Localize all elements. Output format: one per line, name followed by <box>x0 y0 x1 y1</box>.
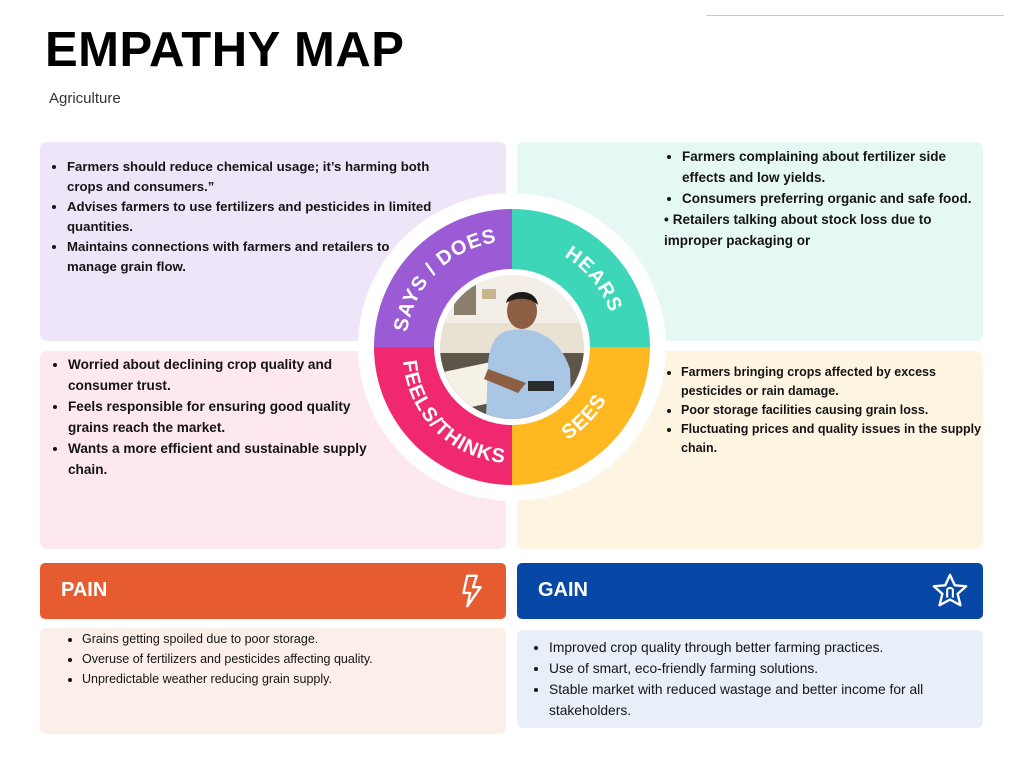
sees-list: Farmers bringing crops affected by exces… <box>655 363 991 458</box>
page-title: EMPATHY MAP <box>45 23 405 77</box>
pain-item: Unpredictable weather reducing grain sup… <box>82 669 502 689</box>
pain-box <box>40 628 506 734</box>
pain-item: Grains getting spoiled due to poor stora… <box>82 629 502 649</box>
hears-item: • Retailers talking about stock loss due … <box>664 212 932 248</box>
page-subtitle: Agriculture <box>49 90 121 107</box>
hears-list: Farmers complaining about fertilizer sid… <box>656 146 992 251</box>
says-does-list: Farmers should reduce chemical usage; it… <box>41 157 432 277</box>
person-photo <box>440 275 584 419</box>
feels-thinks-list: Worried about declining crop quality and… <box>42 354 390 480</box>
pain-header: PAIN <box>40 563 506 619</box>
says-item: Maintains connections with farmers and r… <box>67 237 432 277</box>
hears-item: Farmers complaining about fertilizer sid… <box>682 146 992 188</box>
says-item: Farmers should reduce chemical usage; it… <box>67 157 432 197</box>
top-divider <box>706 15 1004 16</box>
lightning-bolt-icon <box>462 574 482 608</box>
pain-item: Overuse of fertilizers and pesticides af… <box>82 649 502 669</box>
gain-item: Improved crop quality through better far… <box>549 637 989 658</box>
gain-header: GAIN <box>517 563 983 619</box>
feels-item: Feels responsible for ensuring good qual… <box>68 396 390 438</box>
sees-item: Fluctuating prices and quality issues in… <box>681 420 991 458</box>
says-item: Advises farmers to use fertilizers and p… <box>67 197 432 237</box>
gain-item: Use of smart, eco-friendly farming solut… <box>549 658 989 679</box>
hears-item: Consumers preferring organic and safe fo… <box>682 188 992 209</box>
feels-item: Worried about declining crop quality and… <box>68 354 390 396</box>
sees-item: Poor storage facilities causing grain lo… <box>681 401 991 420</box>
gain-list: Improved crop quality through better far… <box>523 637 989 721</box>
gain-label: GAIN <box>538 579 588 601</box>
pain-label: PAIN <box>61 579 108 601</box>
gain-box <box>517 630 983 728</box>
sees-item: Farmers bringing crops affected by exces… <box>681 363 991 401</box>
pain-list: Grains getting spoiled due to poor stora… <box>56 629 502 689</box>
empathy-wheel: SAYS / DOES HEARS FEELS/THINKS SEES <box>358 193 666 501</box>
star-icon <box>932 573 968 607</box>
gain-item: Stable market with reduced wastage and b… <box>549 679 989 721</box>
feels-item: Wants a more efficient and sustainable s… <box>68 438 390 480</box>
